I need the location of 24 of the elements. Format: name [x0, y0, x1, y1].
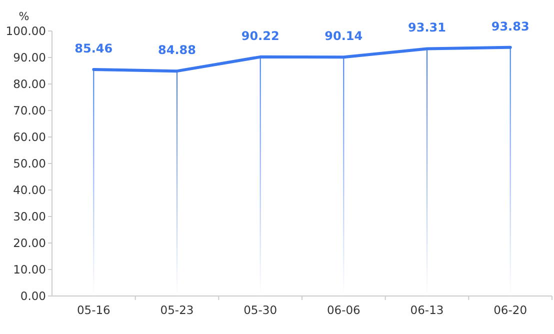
- y-tick-label: 0.00: [20, 289, 46, 304]
- x-tick-label: 05-23: [160, 303, 194, 317]
- y-tick-label: 20.00: [13, 236, 46, 250]
- data-label: 85.46: [74, 42, 113, 56]
- x-tick-label: 06-13: [410, 303, 444, 317]
- data-label: 93.31: [408, 20, 446, 35]
- y-tick-label: 80.00: [13, 77, 46, 92]
- data-label: 84.88: [158, 43, 196, 58]
- y-tick-label: 30.00: [13, 210, 46, 224]
- y-tick-label: 60.00: [13, 130, 46, 144]
- y-tick-label: 90.00: [13, 50, 46, 65]
- y-tick-label: 10.00: [13, 262, 46, 277]
- data-label: 93.83: [491, 19, 530, 34]
- y-tick-label: 50.00: [13, 156, 46, 171]
- y-tick-label: 40.00: [13, 183, 46, 198]
- y-tick-label: 70.00: [13, 104, 46, 118]
- y-tick-label: 100.00: [6, 24, 46, 38]
- x-tick-label: 05-16: [76, 303, 110, 317]
- y-axis-title: %: [18, 10, 30, 23]
- x-tick-label: 06-06: [326, 303, 360, 317]
- x-tick-label: 06-20: [494, 303, 528, 317]
- data-label: 90.14: [324, 29, 363, 44]
- x-tick-label: 05-30: [244, 303, 278, 317]
- data-label: 90.22: [241, 28, 280, 43]
